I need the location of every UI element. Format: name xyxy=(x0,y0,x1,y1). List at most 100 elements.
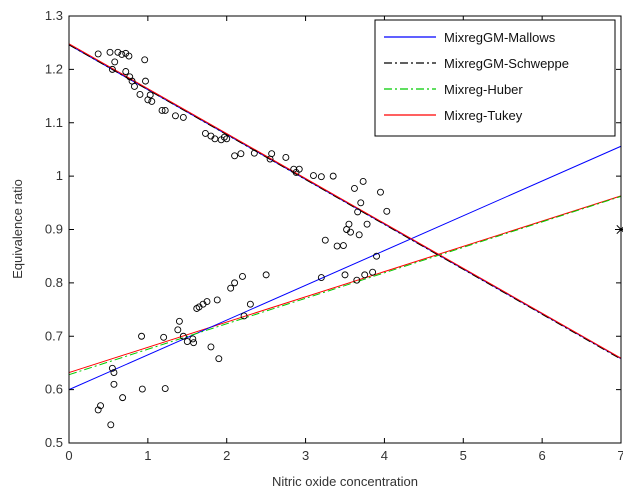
scatter-point xyxy=(179,113,187,121)
scatter-point xyxy=(146,91,154,99)
x-tick-label: 7 xyxy=(617,448,623,463)
scatter-point xyxy=(239,273,246,280)
scatter-point xyxy=(136,91,144,98)
scatter-point xyxy=(363,220,371,228)
x-tick-label: 2 xyxy=(223,448,230,463)
scatter-point xyxy=(361,271,369,279)
scatter-point xyxy=(119,394,127,402)
scatter-point xyxy=(345,220,353,228)
scatter-point xyxy=(111,58,119,66)
scatter-point xyxy=(231,279,239,287)
scatter-point xyxy=(329,172,337,180)
scatter-point xyxy=(94,50,102,58)
scatter-point xyxy=(231,152,239,160)
y-axis-label: Equivalence ratio xyxy=(10,179,25,279)
scatter-point xyxy=(359,178,367,185)
scatter-point xyxy=(369,268,377,276)
scatter-point xyxy=(148,97,156,105)
legend-label: Mixreg-Tukey xyxy=(444,108,523,123)
scatter-point xyxy=(122,68,130,75)
scatter-point xyxy=(138,332,145,340)
scatter-point xyxy=(97,402,104,410)
scatter-point xyxy=(295,165,303,173)
legend-label: MixregGM-Mallows xyxy=(444,30,556,45)
scatter-point xyxy=(317,173,325,181)
x-tick-label: 1 xyxy=(144,448,151,463)
scatter-point xyxy=(160,333,168,341)
scatter-point xyxy=(161,107,169,114)
scatter-point xyxy=(158,107,166,114)
scatter-point xyxy=(110,380,118,388)
scatter-point xyxy=(262,271,270,279)
legend-label: Mixreg-Huber xyxy=(444,82,523,97)
y-tick-label: 0.8 xyxy=(45,275,63,290)
scatter-point xyxy=(373,252,380,260)
scatter-point xyxy=(141,56,149,64)
scatter-point xyxy=(240,312,248,320)
scatter-point xyxy=(351,184,358,192)
scatter-point xyxy=(118,50,126,58)
scatter-point xyxy=(268,150,276,158)
scatter-point xyxy=(106,48,114,56)
scatter-point xyxy=(246,300,254,308)
legend: MixregGM-Mallows MixregGM-Schweppe Mixreg-… xyxy=(374,19,616,137)
scatter-point xyxy=(108,364,116,372)
scatter-points xyxy=(94,48,391,429)
y-tick-label: 1.1 xyxy=(45,115,63,130)
scatter-point xyxy=(317,274,325,281)
scatter-point xyxy=(190,339,198,347)
y-tick-label: 0.6 xyxy=(45,382,63,397)
scatter-point xyxy=(215,355,223,363)
scatter-point xyxy=(310,172,317,180)
y-tick-label: 0.5 xyxy=(45,435,63,450)
scatter-point xyxy=(347,228,354,236)
scatter-point xyxy=(172,112,179,120)
x-tick-label: 5 xyxy=(460,448,467,463)
scatter-point xyxy=(237,150,245,158)
scatter-point xyxy=(138,385,146,393)
fit-line-mixreg-tukey xyxy=(68,43,622,359)
scatter-point xyxy=(108,65,116,73)
x-tick-label: 0 xyxy=(65,448,72,463)
legend-label: MixregGM-Schweppe xyxy=(444,56,569,71)
scatter-point xyxy=(203,298,211,306)
scatter-point xyxy=(114,48,122,56)
y-tick-label: 0.9 xyxy=(45,222,63,237)
fit-line-mixreggm-mallows xyxy=(68,145,622,391)
scatter-point xyxy=(357,199,365,207)
scatter-point xyxy=(355,231,363,239)
fit-line-mixreggm-schweppe xyxy=(68,44,622,360)
fit-line-mixreg-huber xyxy=(68,195,622,376)
x-tick-label: 6 xyxy=(539,448,546,463)
legend-box xyxy=(374,19,616,137)
x-tick-label: 3 xyxy=(302,448,309,463)
scatter-point xyxy=(201,129,209,137)
scatter-point xyxy=(227,284,235,292)
scatter-point xyxy=(383,207,391,215)
x-axis-label: Nitric oxide concentration xyxy=(272,474,418,489)
fit-line-extra-1 xyxy=(68,195,622,374)
scatter-point xyxy=(125,52,133,60)
scatter-point xyxy=(189,335,197,343)
scatter-point xyxy=(213,296,221,304)
scatter-point xyxy=(377,188,384,196)
scatter-point xyxy=(142,77,149,85)
scatter-point xyxy=(207,343,215,351)
scatter-point xyxy=(183,338,191,346)
scatter-point xyxy=(175,317,183,325)
scatter-point xyxy=(353,276,361,284)
y-tick-label: 1.2 xyxy=(45,61,63,76)
scatter-point xyxy=(250,149,258,157)
scatter-point xyxy=(223,135,231,143)
scatter-point xyxy=(341,271,349,279)
scatter-point xyxy=(161,385,169,393)
scatter-point xyxy=(339,242,347,249)
x-tick-label: 4 xyxy=(381,448,388,463)
y-tick-label: 1.3 xyxy=(45,8,63,23)
regression-lines xyxy=(68,43,622,391)
scatter-point xyxy=(321,236,329,244)
y-tick-label: 1 xyxy=(56,168,63,183)
scatter-point xyxy=(354,208,362,216)
y-tick-label: 0.7 xyxy=(45,328,63,343)
